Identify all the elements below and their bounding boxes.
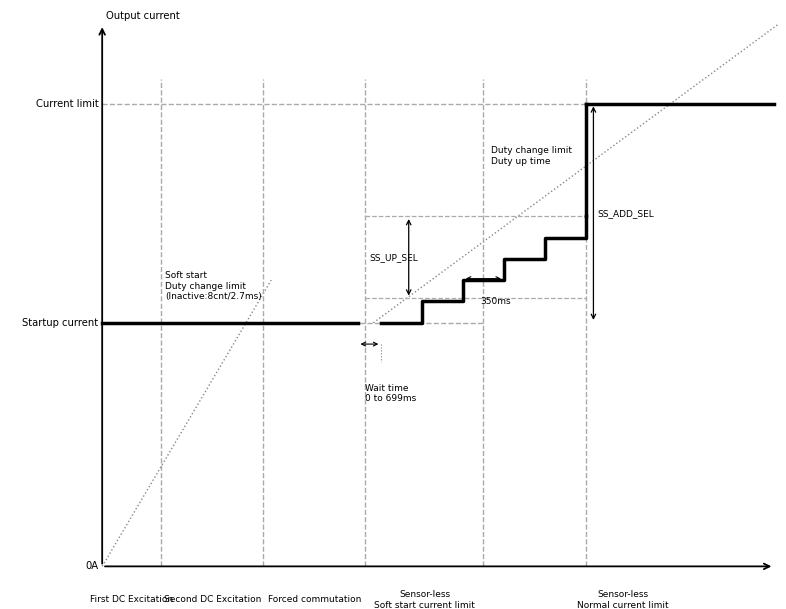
Text: First DC Excitation: First DC Excitation: [90, 596, 173, 604]
Text: 350ms: 350ms: [480, 297, 510, 306]
Text: Duty change limit
Duty up time: Duty change limit Duty up time: [491, 146, 572, 166]
Text: Sensor-less
Normal current limit: Sensor-less Normal current limit: [577, 590, 669, 609]
Text: Soft start
Duty change limit
(Inactive:8cnt/2.7ms): Soft start Duty change limit (Inactive:8…: [165, 272, 262, 301]
Text: SS_ADD_SEL: SS_ADD_SEL: [597, 209, 654, 217]
Text: SS_UP_SEL: SS_UP_SEL: [369, 253, 418, 262]
Text: Sensor-less
Soft start current limit: Sensor-less Soft start current limit: [374, 590, 475, 609]
Text: Current limit: Current limit: [35, 99, 98, 108]
Text: 0A: 0A: [85, 561, 98, 571]
Text: Output current: Output current: [106, 12, 180, 21]
Text: Forced commutation: Forced commutation: [268, 596, 361, 604]
Text: Wait time
0 to 699ms: Wait time 0 to 699ms: [365, 384, 417, 403]
Text: Startup current: Startup current: [22, 318, 98, 328]
Text: Second DC Excitation: Second DC Excitation: [163, 596, 261, 604]
